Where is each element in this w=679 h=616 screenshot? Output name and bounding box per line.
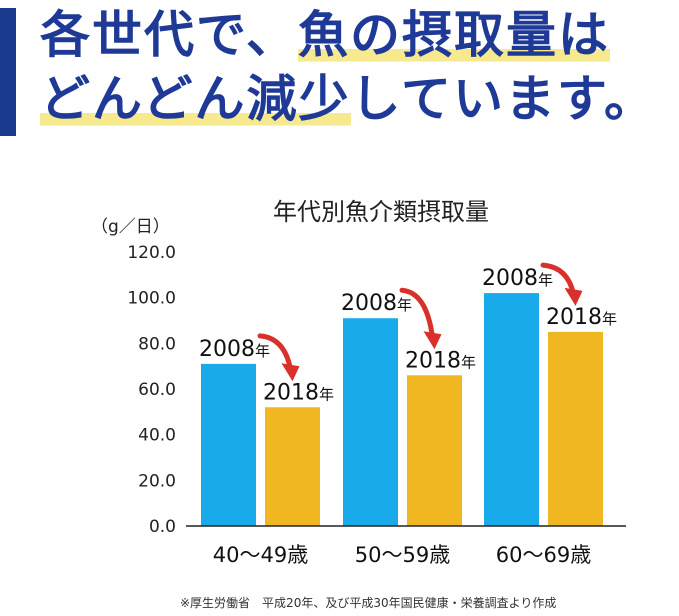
headline-line-2-highlight: どんどん減少 xyxy=(40,70,351,128)
series-labels: 2008年 2018年 2008年 2018年 2008年 2018年 xyxy=(199,266,617,405)
source-note: ※厚生労働省 平成20年、及び平成30年国民健康・栄養調査より作成 xyxy=(180,596,557,610)
y-tick-label: 60.0 xyxy=(138,380,176,400)
bars xyxy=(201,293,603,526)
bar-2018年-40～49歳 xyxy=(265,407,320,526)
bar-2018年-50～59歳 xyxy=(407,375,462,526)
accent-bar xyxy=(0,8,16,136)
series-label: 2008年 xyxy=(341,291,412,316)
x-axis-categories: 40～49歳 50～59歳 60～69歳 xyxy=(213,543,591,567)
series-label: 2008年 xyxy=(199,337,270,362)
series-label: 2018年 xyxy=(546,305,617,330)
trend-arrow-head xyxy=(281,363,300,382)
bar-2008年-50～59歳 xyxy=(343,318,398,526)
headline-line-2-suffix: しています。 xyxy=(350,70,656,128)
trend-arrow xyxy=(399,287,435,340)
headline-line-1-highlight: 魚の摂取量は xyxy=(298,6,610,64)
trend-arrows xyxy=(257,262,583,382)
headline-line-1-prefix: 各世代で、 xyxy=(40,6,298,64)
series-label: 2018年 xyxy=(263,380,334,405)
headline-line-2: どんどん減少しています。 xyxy=(40,70,656,128)
series-label: 2018年 xyxy=(405,348,476,373)
y-tick-label: 0.0 xyxy=(149,517,176,537)
chart-title: 年代別魚介類摂取量 xyxy=(273,198,489,226)
y-tick-label: 40.0 xyxy=(138,426,176,446)
trend-arrow xyxy=(257,333,293,372)
y-tick-label: 120.0 xyxy=(127,243,176,263)
y-tick-label: 20.0 xyxy=(138,471,176,491)
trend-arrow-head xyxy=(564,287,583,306)
series-label: 2008年 xyxy=(482,266,553,291)
x-category-label: 50～59歳 xyxy=(355,543,450,567)
trend-arrow-head xyxy=(423,331,442,350)
y-tick-label: 80.0 xyxy=(138,334,176,354)
y-tick-label: 100.0 xyxy=(127,289,176,309)
y-axis-unit: （g／日） xyxy=(91,217,170,237)
x-category-label: 60～69歳 xyxy=(496,543,591,567)
bar-2008年-60～69歳 xyxy=(484,293,539,526)
y-axis-ticks: 120.0 100.0 80.0 60.0 40.0 20.0 0.0 xyxy=(127,243,176,537)
x-category-label: 40～49歳 xyxy=(213,543,308,567)
headline-line-1: 各世代で、魚の摂取量は xyxy=(40,6,610,64)
bar-2018年-60～69歳 xyxy=(548,331,603,526)
bar-2008年-40～49歳 xyxy=(201,363,256,526)
